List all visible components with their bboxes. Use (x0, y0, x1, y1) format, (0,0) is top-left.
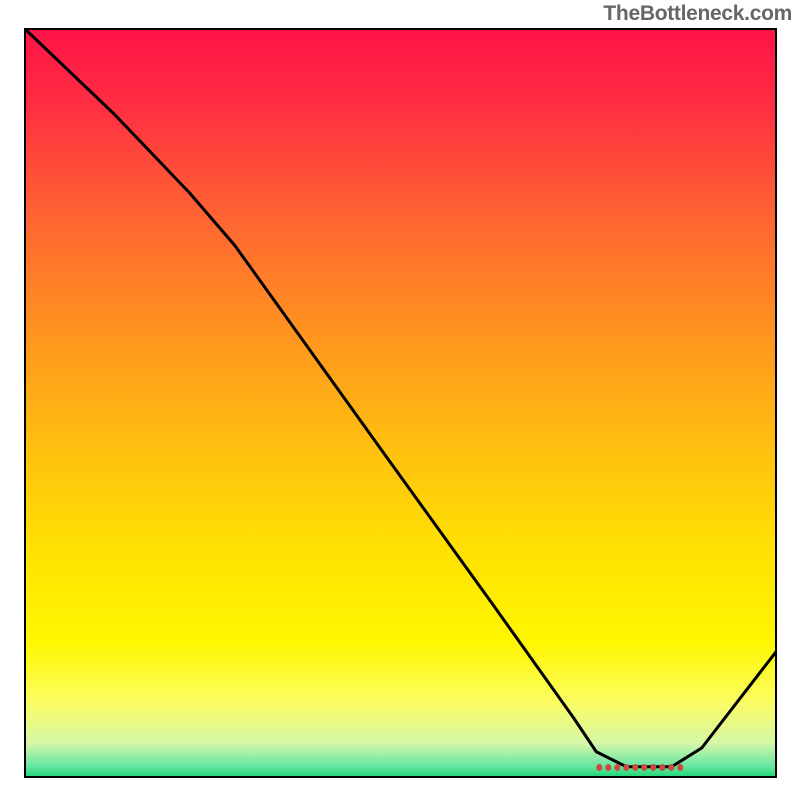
bottleneck-chart (24, 28, 777, 778)
watermark-text: TheBottleneck.com (603, 2, 792, 26)
chart-svg (24, 28, 777, 778)
